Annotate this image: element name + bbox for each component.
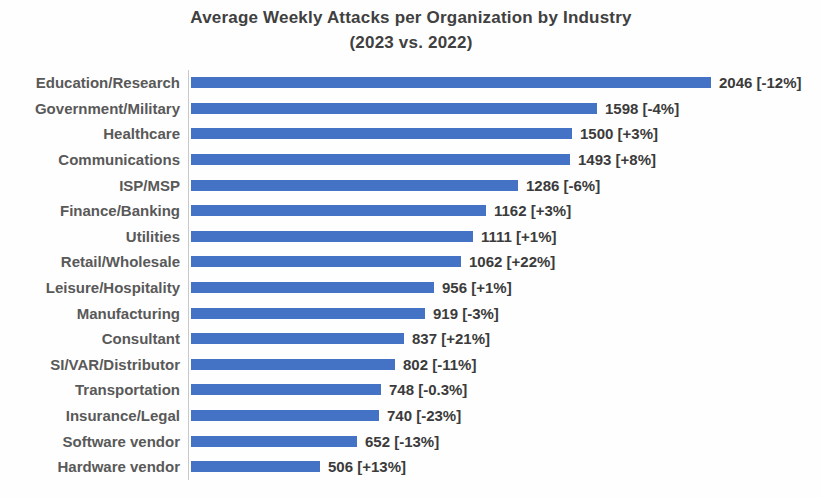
value-label: 652 [-13%] [365,433,439,450]
value-label: 1286 [-6%] [526,177,600,194]
bar [191,205,486,216]
bar-row: Leisure/Hospitality 956 [+1%] [0,275,822,301]
value-label: 956 [+1%] [442,279,512,296]
bar-row: Software vendor 652 [-13%] [0,428,822,454]
bar-track: 1162 [+3%] [188,198,822,224]
bar-row: Finance/Banking 1162 [+3%] [0,198,822,224]
value-label: 1162 [+3%] [494,202,571,219]
category-label: Utilities [0,228,188,245]
category-label: Finance/Banking [0,202,188,219]
bar-row: Consultant 837 [+21%] [0,326,822,352]
bar-track: 802 [-11%] [188,352,822,378]
bar [191,231,473,242]
category-label: Software vendor [0,433,188,450]
value-label: 802 [-11%] [403,356,476,373]
category-label: Insurance/Legal [0,407,188,424]
category-label: Education/Research [0,74,188,91]
value-label: 1500 [+3%] [580,125,658,142]
chart-title: Average Weekly Attacks per Organization … [0,5,822,55]
bar [191,128,572,139]
bar-track: 1598 [-4%] [188,96,822,122]
bar-row: Insurance/Legal 740 [-23%] [0,403,822,429]
chart-title-line2: (2023 vs. 2022) [0,30,822,55]
category-label: Manufacturing [0,305,188,322]
chart-canvas: Average Weekly Attacks per Organization … [0,0,822,498]
value-label: 837 [+21%] [412,330,490,347]
bar [191,333,404,344]
value-label: 1062 [+22%] [469,253,555,270]
category-label: Communications [0,151,188,168]
bar-track: 1493 [+8%] [188,147,822,173]
bar-row: Education/Research 2046 [-12%] [0,70,822,96]
bar [191,103,597,114]
bar [191,410,379,421]
bar-row: Manufacturing 919 [-3%] [0,300,822,326]
bar-row: Government/Military 1598 [-4%] [0,96,822,122]
value-label: 740 [-23%] [387,407,461,424]
value-label: 1111 [+1%] [481,228,556,245]
bar [191,77,711,88]
bar [191,282,434,293]
category-label: SI/VAR/Distributor [0,356,188,373]
value-label: 506 [+13%] [328,458,406,475]
bar-row: Transportation 748 [-0.3%] [0,377,822,403]
bar-track: 956 [+1%] [188,275,822,301]
bar [191,308,425,319]
bar [191,384,381,395]
category-label: Transportation [0,381,188,398]
category-label: Leisure/Hospitality [0,279,188,296]
bar-track: 2046 [-12%] [188,70,822,96]
value-label: 748 [-0.3%] [389,381,467,398]
chart-title-line1: Average Weekly Attacks per Organization … [0,5,822,30]
bar-track: 506 [+13%] [188,454,822,480]
bar-row: Hardware vendor 506 [+13%] [0,454,822,480]
bar-row: SI/VAR/Distributor 802 [-11%] [0,352,822,378]
bar-track: 1062 [+22%] [188,249,822,275]
bar [191,180,518,191]
value-label: 1598 [-4%] [605,100,679,117]
bar-track: 748 [-0.3%] [188,377,822,403]
category-label: Healthcare [0,125,188,142]
bar-row: Utilities 1111 [+1%] [0,224,822,250]
bar-row: Retail/Wholesale 1062 [+22%] [0,249,822,275]
bar [191,461,320,472]
bar [191,154,570,165]
bar-track: 740 [-23%] [188,403,822,429]
bar-track: 1111 [+1%] [188,224,822,250]
bar [191,359,395,370]
category-label: Government/Military [0,100,188,117]
bar [191,436,357,447]
bar [191,256,461,267]
bar-track: 837 [+21%] [188,326,822,352]
bar-track: 652 [-13%] [188,428,822,454]
bar-track: 1500 [+3%] [188,121,822,147]
category-label: Consultant [0,330,188,347]
bar-row: Healthcare 1500 [+3%] [0,121,822,147]
bar-track: 1286 [-6%] [188,172,822,198]
category-label: ISP/MSP [0,177,188,194]
bar-track: 919 [-3%] [188,300,822,326]
bar-chart: Education/Research 2046 [-12%] Government/… [0,70,822,480]
category-label: Retail/Wholesale [0,253,188,270]
value-label: 919 [-3%] [433,305,499,322]
value-label: 1493 [+8%] [578,151,656,168]
value-label: 2046 [-12%] [719,74,802,91]
bar-row: ISP/MSP 1286 [-6%] [0,172,822,198]
category-label: Hardware vendor [0,458,188,475]
bar-row: Communications 1493 [+8%] [0,147,822,173]
